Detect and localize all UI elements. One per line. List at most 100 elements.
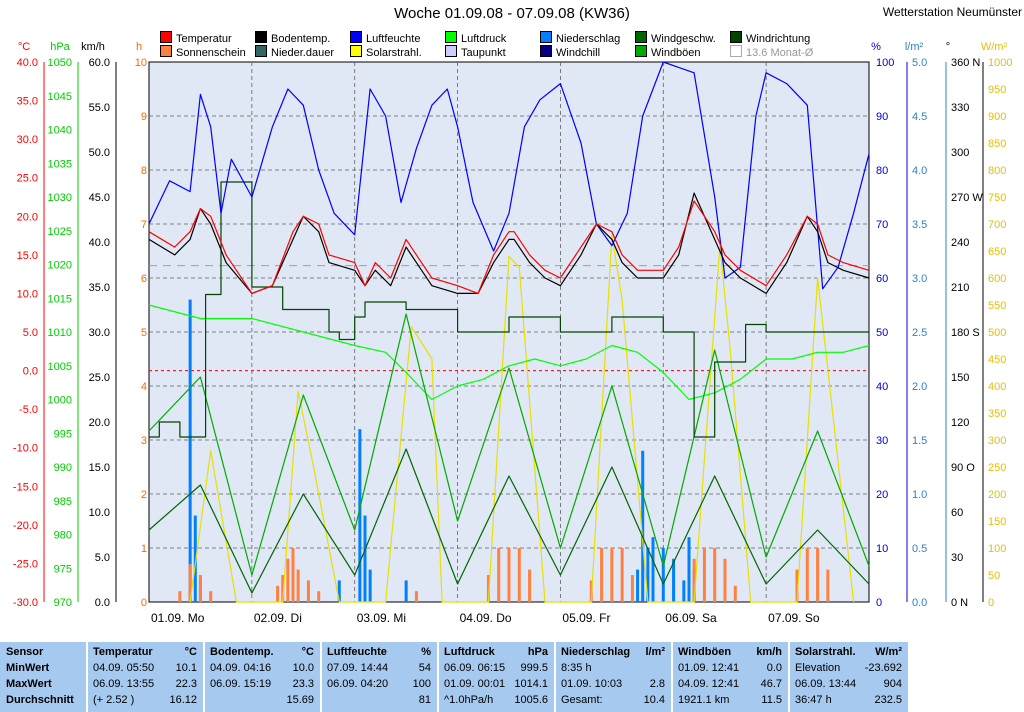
table-cell: 1921.1 km: [678, 694, 730, 706]
legend-swatch: [350, 31, 362, 43]
table-value: 81: [418, 694, 431, 706]
axis-tick-label: 950: [988, 84, 1006, 96]
chart-title: Woche 01.09.08 - 07.09.08 (KW36): [394, 5, 630, 22]
precipitation-bar: [661, 548, 665, 602]
sunshine-bar: [692, 558, 696, 602]
axis-tick-label: 35.0: [89, 282, 110, 294]
axis-tick-label: 40: [876, 381, 888, 393]
series-line-solarstrahl: [189, 234, 855, 603]
table-value: 16.12: [169, 694, 197, 706]
precipitation-bar: [687, 537, 691, 602]
sunshine-bar: [589, 580, 593, 602]
axis-tick-label: 1020: [48, 260, 72, 272]
legend-swatch: [540, 45, 552, 57]
table-unit: l/m²: [645, 646, 665, 658]
axis-pressure: 1050 1045 1040 1035 1030 1025 1020 1015 1010 1005…: [48, 41, 72, 609]
axis-tick-label: 700: [988, 219, 1006, 231]
table-header: Luftfeuchte: [327, 646, 387, 658]
legend-label: Windgeschw.: [651, 33, 716, 45]
axis-tick-label: 15.0: [17, 250, 38, 262]
axis-tick-label: -10.0: [13, 443, 38, 455]
table-row-labels: Sensor MinWert MaxWert Durchschnitt: [0, 642, 86, 712]
axis-tick-label: 60: [951, 507, 963, 519]
x-tick-label: 04.09. Do: [460, 611, 512, 625]
table-header: Bodentemp.: [210, 646, 274, 658]
table-unit: °C: [301, 646, 314, 658]
axis-tick-label: 30: [951, 552, 963, 564]
table-value: 54: [418, 662, 431, 674]
axis-direction: 360 N 330 300 270 W 240 210 180 S 150 120 90 O 60 3…: [946, 41, 984, 609]
axis-tick-label: 100: [876, 57, 894, 69]
table-value: 1014.1: [514, 678, 548, 690]
axis-tick-label: 4: [141, 381, 147, 393]
table-value: 1005.6: [514, 694, 548, 706]
precipitation-bar: [672, 558, 676, 602]
axis-tick-label: 500: [988, 327, 1006, 339]
axis-tick-label: 750: [988, 192, 1006, 204]
axis-tick-label: 600: [988, 273, 1006, 285]
axis-tick-label: 360 N: [951, 57, 980, 69]
axis-tick-label: 2: [141, 489, 147, 501]
sunshine-bar: [795, 569, 799, 602]
series-line-luftfeuchte: [148, 61, 870, 290]
legend-label: Sonnenschein: [176, 47, 246, 59]
axis-tick-label: 800: [988, 165, 1006, 177]
table-cell: 04.09. 12:41: [678, 678, 740, 690]
legend-swatch: [160, 45, 172, 57]
axis-tick-label: 400: [988, 381, 1006, 393]
table-cell: 06.09. 06:15: [444, 662, 506, 674]
axis-tick-label: 90 O: [951, 462, 975, 474]
table-unit: hPa: [527, 646, 548, 658]
axis-tick-label: 10: [876, 543, 888, 555]
axis-tick-label: 40.0: [89, 237, 110, 249]
axis-tick-label: -25.0: [13, 558, 38, 570]
axis-tick-label: 900: [988, 111, 1006, 123]
station-name: Wetterstation Neumünster: [882, 5, 1022, 19]
legend-label: Taupunkt: [461, 47, 506, 59]
sunshine-bar: [414, 591, 418, 602]
table-header: Luftdruck: [444, 646, 495, 658]
x-tick-label: 03.09. Mi: [357, 611, 406, 625]
table-header: Windböen: [678, 646, 732, 658]
legend-swatch: [635, 45, 647, 57]
axis-tick-label: 1.0: [912, 489, 927, 501]
x-tick-label: 05.09. Fr: [562, 611, 610, 625]
axis-tick-label: 0 N: [951, 597, 968, 609]
legend-item: Solarstrahl.: [350, 45, 422, 60]
series-line-temperatur: [148, 200, 870, 294]
table-row-label: MaxWert: [6, 678, 52, 690]
legend-item: Windböen: [635, 45, 701, 60]
sunshine-bar: [507, 548, 511, 602]
series-line-windgeschw: [148, 448, 870, 594]
axis-tick-label: 3: [141, 435, 147, 447]
legend-item: Windchill: [540, 45, 600, 60]
legend-item: Nieder.dauer: [255, 45, 334, 60]
axis-tick-label: 1000: [48, 395, 72, 407]
axis-tick-label: 1025: [48, 226, 72, 238]
legend-swatch: [635, 31, 647, 43]
table-cell: 8:35 h: [561, 662, 592, 674]
table-row-label: Durchschnitt: [6, 694, 74, 706]
axis-tick-label: 1050: [48, 57, 72, 69]
table-block: Niederschlag l/m² 8:35 h 01.09. 10:03 2.8 Ges…: [556, 642, 671, 712]
axis-tick-label: 200: [988, 489, 1006, 501]
axis-tick-label: 4.0: [912, 165, 927, 177]
precipitation-bar: [188, 299, 192, 602]
table-value: 23.3: [292, 678, 314, 690]
axis-tick-label: 3.5: [912, 219, 927, 231]
axis-unit: hPa: [50, 41, 70, 53]
legend-swatch: [255, 31, 267, 43]
table-cell: 01.09. 12:41: [678, 662, 740, 674]
table-value: 0.0: [766, 662, 782, 674]
axis-tick-label: -15.0: [13, 481, 38, 493]
sunshine-bar: [723, 558, 727, 602]
axis-tick-label: 55.0: [89, 102, 110, 114]
x-tick-label: 07.09. So: [768, 611, 820, 625]
sunshine-bar: [486, 575, 490, 602]
sunshine-bar: [276, 585, 280, 602]
table-unit: W/m²: [875, 646, 902, 658]
axis-tick-label: 450: [988, 354, 1006, 366]
axis-tick-label: 985: [54, 496, 72, 508]
sunshine-bar: [317, 591, 321, 602]
